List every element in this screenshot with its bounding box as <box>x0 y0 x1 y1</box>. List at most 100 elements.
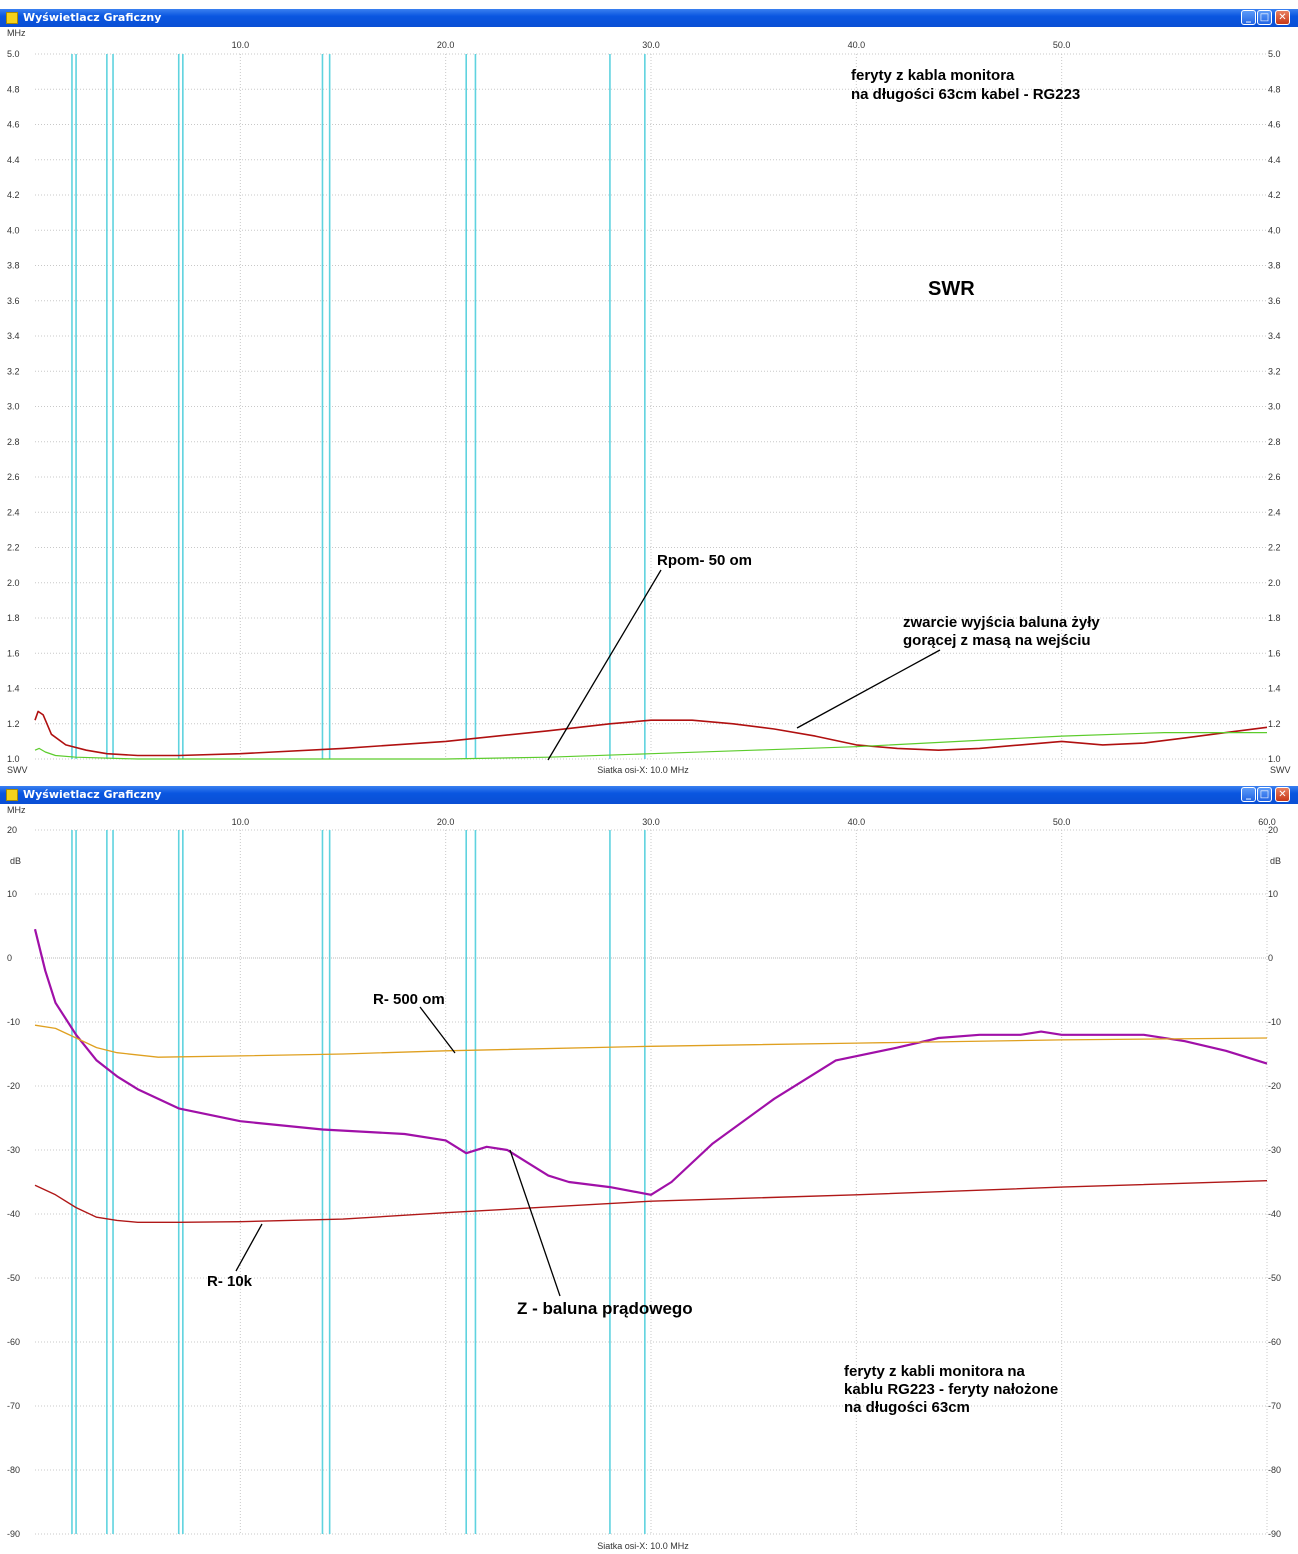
maximize-icon[interactable]: □ <box>1257 787 1272 802</box>
y-tick-label-left: 5.0 <box>7 49 20 59</box>
swr-window: Wyświetlacz Graficzny _ □ ✕ 5.0 5.0 4.8 4.8… <box>0 9 1298 779</box>
y-tick-label-left: 2.6 <box>7 472 20 482</box>
y-tick-label-right: 4.4 <box>1268 155 1281 165</box>
y-tick-label-left: 20 <box>7 825 17 835</box>
swr-label: SWR <box>928 278 975 300</box>
y-tick-label-right: -20 <box>1268 1081 1281 1091</box>
y-tick-label-left: -40 <box>7 1209 20 1219</box>
y-tick-label-left: 1.6 <box>7 648 20 658</box>
y-tick-label-right: 4.0 <box>1268 225 1281 235</box>
x-tick-label: 60.0 <box>1258 817 1276 827</box>
y-tick-label-left: 2.4 <box>7 507 20 517</box>
db-chart: 20 20 10 10 0 0 -10 -10 -20 -20 -30 -30 -40 -40 -50 -50… <box>7 805 1281 1551</box>
y-unit-left: dB <box>10 856 21 866</box>
y-tick-label-right: -50 <box>1268 1273 1281 1283</box>
y-tick-label-left: 4.0 <box>7 225 20 235</box>
y-tick-label-right: 1.8 <box>1268 613 1281 623</box>
series-line-1 <box>33 928 1268 1196</box>
y-tick-label-right: 4.6 <box>1268 120 1281 130</box>
y-tick-label-left: 4.4 <box>7 155 20 165</box>
y-tick-label-left: 3.6 <box>7 296 20 306</box>
x-tick-label: 50.0 <box>1053 40 1071 50</box>
y-tick-label-right: -30 <box>1268 1145 1281 1155</box>
y-tick-label-right: 3.0 <box>1268 402 1281 412</box>
minimize-icon[interactable]: _ <box>1241 10 1256 25</box>
y-tick-label-right: 10 <box>1268 889 1278 899</box>
y-unit-right: SWV <box>1270 765 1291 775</box>
y-tick-label-right: 1.2 <box>1268 719 1281 729</box>
y-tick-label-right: 3.2 <box>1268 366 1281 376</box>
y-tick-label-left: 3.8 <box>7 261 20 271</box>
y-tick-label-left: 0 <box>7 953 12 963</box>
zbalun-pointer <box>509 1149 561 1297</box>
close-icon[interactable]: ✕ <box>1275 10 1290 25</box>
series-line-2 <box>34 1024 1268 1058</box>
y-tick-label-right: 4.2 <box>1268 190 1281 200</box>
y-tick-label-right: 2.4 <box>1268 507 1281 517</box>
y-tick-label-left: -20 <box>7 1081 20 1091</box>
y-tick-label-left: 10 <box>7 889 17 899</box>
rpom-pointer <box>547 569 662 761</box>
short-line-2: gorącej z masą na wejściu <box>903 632 1091 649</box>
zbalun-label: Z - baluna prądowego <box>517 1299 693 1318</box>
window-title: Wyświetlacz Graficzny <box>23 11 162 24</box>
y-tick-label-left: 2.8 <box>7 437 20 447</box>
swr-titlebar[interactable]: Wyświetlacz Graficzny _ □ ✕ <box>0 9 1298 27</box>
x-tick-label: 30.0 <box>642 40 660 50</box>
y-tick-label-left: 4.8 <box>7 84 20 94</box>
y-tick-label-left: 2.2 <box>7 543 20 553</box>
x-tick-label: 40.0 <box>848 40 866 50</box>
maximize-icon[interactable]: □ <box>1257 10 1272 25</box>
series-line-3 <box>34 1180 1268 1223</box>
y-tick-label-right: 3.6 <box>1268 296 1281 306</box>
series-line-2 <box>34 731 1267 760</box>
y-tick-label-right: 1.4 <box>1268 684 1281 694</box>
y-tick-label-left: 1.8 <box>7 613 20 623</box>
note-line-1: feryty z kabla monitora <box>851 67 1015 84</box>
r500-pointer <box>419 1006 456 1054</box>
x-tick-label: 20.0 <box>437 817 455 827</box>
y-tick-label-right: -80 <box>1268 1465 1281 1475</box>
y-tick-label-right: 2.6 <box>1268 472 1281 482</box>
y-tick-label-right: 2.0 <box>1268 578 1281 588</box>
y-tick-label-right: 0 <box>1268 953 1273 963</box>
series-line-1 <box>34 710 1268 757</box>
x-unit-label: MHz <box>7 28 26 38</box>
y-tick-label-left: -70 <box>7 1401 20 1411</box>
y-unit-left: SWV <box>7 765 28 775</box>
r10k-label: R- 10k <box>207 1273 253 1290</box>
note-line-2: na długości 63cm kabel - RG223 <box>851 86 1080 103</box>
y-unit-right: dB <box>1270 856 1281 866</box>
short-line-1: zwarcie wyjścia baluna żyły <box>903 614 1100 631</box>
y-tick-label-right: 2.2 <box>1268 543 1281 553</box>
y-tick-label-left: 4.2 <box>7 190 20 200</box>
y-tick-label-right: -90 <box>1268 1529 1281 1539</box>
minimize-icon[interactable]: _ <box>1241 787 1256 802</box>
y-tick-label-left: 3.2 <box>7 366 20 376</box>
y-tick-label-right: -70 <box>1268 1401 1281 1411</box>
r10k-pointer <box>235 1223 263 1272</box>
y-tick-label-left: 3.4 <box>7 331 20 341</box>
y-tick-label-left: 4.6 <box>7 120 20 130</box>
y-tick-label-left: 3.0 <box>7 402 20 412</box>
y-tick-label-right: -60 <box>1268 1337 1281 1347</box>
app-icon <box>6 12 18 24</box>
y-tick-label-right: 2.8 <box>1268 437 1281 447</box>
note-line-3: na długości 63cm <box>844 1399 970 1416</box>
y-tick-label-right: -40 <box>1268 1209 1281 1219</box>
swr-chart: 5.0 5.0 4.8 4.8 4.6 4.6 4.4 4.4 4.2 4.2 4.0 4.0 3.8 3… <box>7 28 1291 775</box>
x-tick-label: 20.0 <box>437 40 455 50</box>
window-title: Wyświetlacz Graficzny <box>23 788 162 801</box>
y-tick-label-left: -50 <box>7 1273 20 1283</box>
x-tick-label: 10.0 <box>232 40 250 50</box>
y-tick-label-left: 1.4 <box>7 684 20 694</box>
y-tick-label-left: -10 <box>7 1017 20 1027</box>
x-tick-label: 10.0 <box>232 817 250 827</box>
grid-footer: Siatka osi-X: 10.0 MHz <box>597 1541 689 1551</box>
short-pointer <box>796 649 941 729</box>
close-icon[interactable]: ✕ <box>1275 787 1290 802</box>
y-tick-label-left: -60 <box>7 1337 20 1347</box>
app-icon <box>6 789 18 801</box>
db-titlebar[interactable]: Wyświetlacz Graficzny _ □ ✕ <box>0 786 1298 804</box>
x-tick-label: 40.0 <box>848 817 866 827</box>
